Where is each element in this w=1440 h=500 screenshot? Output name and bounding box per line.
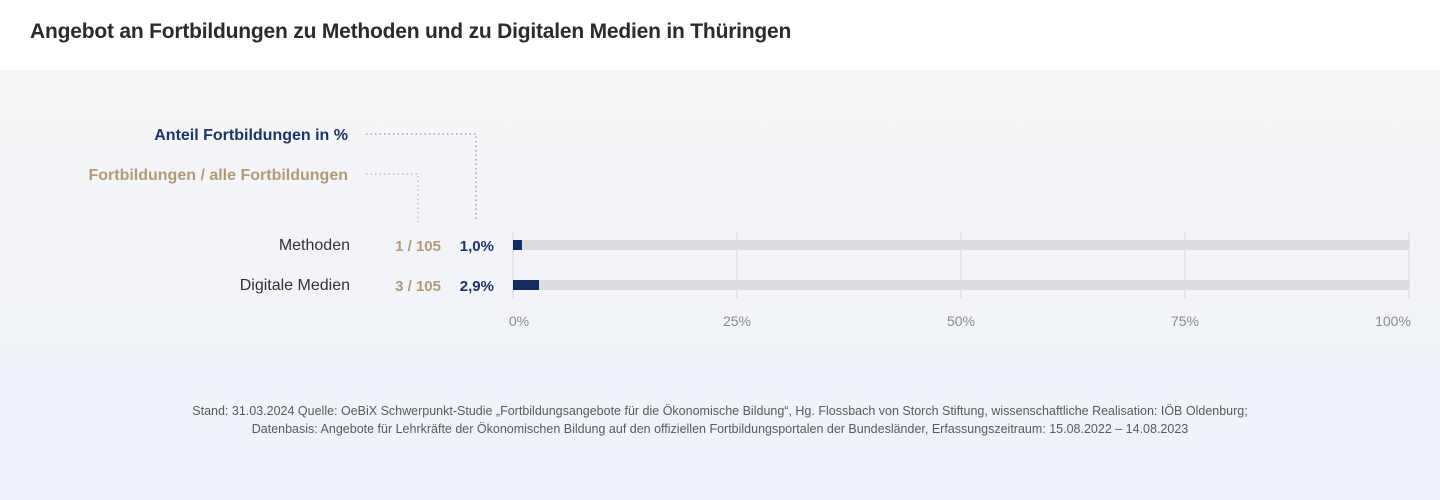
footer-line-1: Stand: 31.03.2024 Quelle: OeBiX Schwerpu…: [192, 404, 1248, 418]
bar: [513, 240, 522, 250]
bar-track: [513, 240, 1409, 250]
chart-title: Angebot an Fortbildungen zu Methoden und…: [30, 20, 792, 43]
value-label: 2,9%: [460, 278, 494, 295]
count-label: 3 / 105: [395, 278, 441, 295]
x-tick-label: 100%: [1375, 313, 1411, 329]
footer-line-2: Datenbasis: Angebote für Lehrkräfte der …: [251, 422, 1189, 436]
x-tick-label: 50%: [947, 313, 975, 329]
bar: [513, 280, 539, 290]
x-tick-label: 0%: [509, 313, 529, 329]
bar-track: [513, 280, 1409, 290]
legend-count-label: Fortbildungen / alle Fortbildungen: [88, 167, 348, 184]
source-footer: Stand: 31.03.2024 Quelle: OeBiX Schwerpu…: [0, 402, 1440, 438]
legend-share-leader: [366, 133, 477, 222]
x-tick-label: 75%: [1171, 313, 1199, 329]
legend-count-leader: [366, 173, 419, 222]
category-label: Digitale Medien: [240, 277, 350, 294]
category-label: Methoden: [279, 237, 350, 254]
header: Angebot an Fortbildungen zu Methoden und…: [0, 0, 1440, 70]
legend-share-label: Anteil Fortbildungen in %: [154, 127, 348, 144]
count-label: 1 / 105: [395, 238, 441, 255]
value-label: 1,0%: [460, 238, 494, 255]
x-tick-label: 25%: [723, 313, 751, 329]
